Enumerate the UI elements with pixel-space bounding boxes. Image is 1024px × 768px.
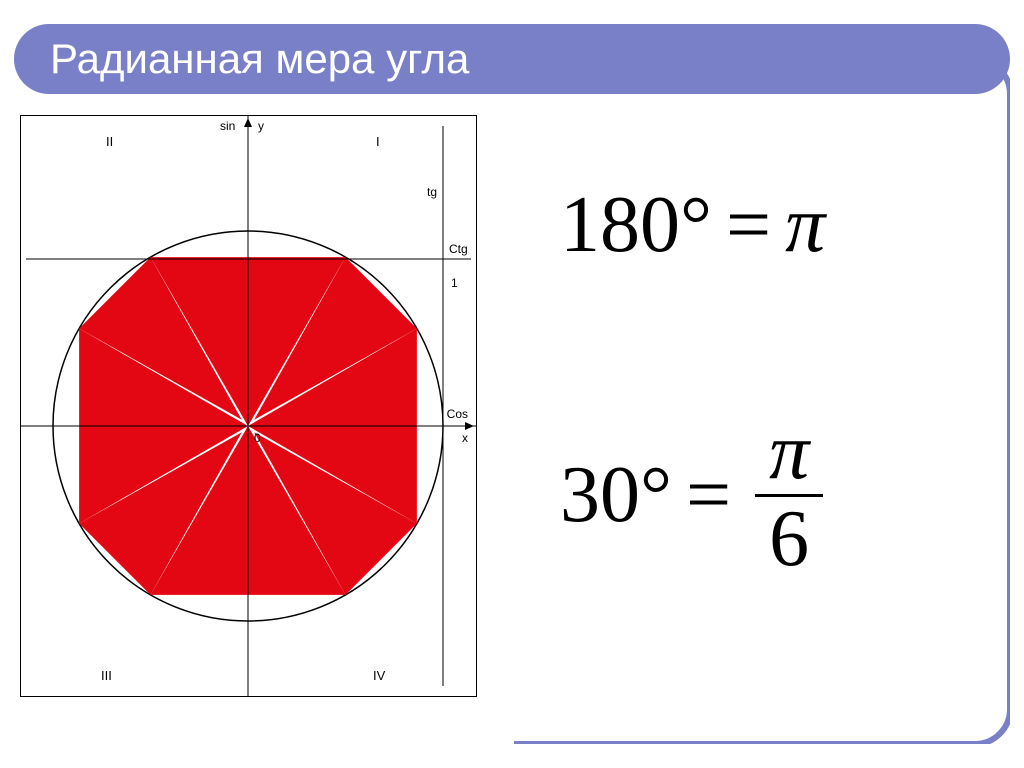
formula2-lhs: 30° xyxy=(560,450,672,541)
quadrant-I-label: I xyxy=(376,134,380,149)
label-y: y xyxy=(258,119,264,133)
label-ctg: Ctg xyxy=(449,242,468,256)
label-cos: Cos xyxy=(447,407,468,421)
quadrant-II-label: II xyxy=(106,134,113,149)
formula-180-eq-pi: 180° = π xyxy=(560,180,825,271)
label-sin: sin xyxy=(220,119,235,133)
formula2-eq: = xyxy=(686,450,731,541)
label-x: x xyxy=(462,431,468,445)
quadrant-III-label: III xyxy=(101,668,112,683)
formula1-eq: = xyxy=(726,180,771,271)
formula-30-eq-pi-over-6: 30° = π 6 xyxy=(560,410,823,581)
label-zero: 0 xyxy=(254,431,261,445)
title-bar: Радианная мера угла xyxy=(14,24,1010,94)
slide-title: Радианная мера угла xyxy=(50,35,469,83)
unit-circle-diagram: sin y tg Ctg 1 Cos x 0 I II III IV xyxy=(20,115,477,697)
formula1-rhs: π xyxy=(785,180,825,271)
formula2-denominator: 6 xyxy=(755,497,823,581)
label-one: 1 xyxy=(451,276,458,290)
formula2-numerator: π xyxy=(755,410,823,494)
label-tg: tg xyxy=(427,185,437,199)
slide: Радианная мера угла sin y tg Ctg 1 Cos x 0 I II… xyxy=(0,0,1024,768)
formula1-lhs: 180° xyxy=(560,180,712,271)
formula2-fraction: π 6 xyxy=(755,410,823,581)
quadrant-IV-label: IV xyxy=(373,668,385,683)
formula-area: 180° = π 30° = π 6 xyxy=(530,130,1000,690)
unit-circle-svg: sin y tg Ctg 1 Cos x 0 xyxy=(21,116,476,696)
